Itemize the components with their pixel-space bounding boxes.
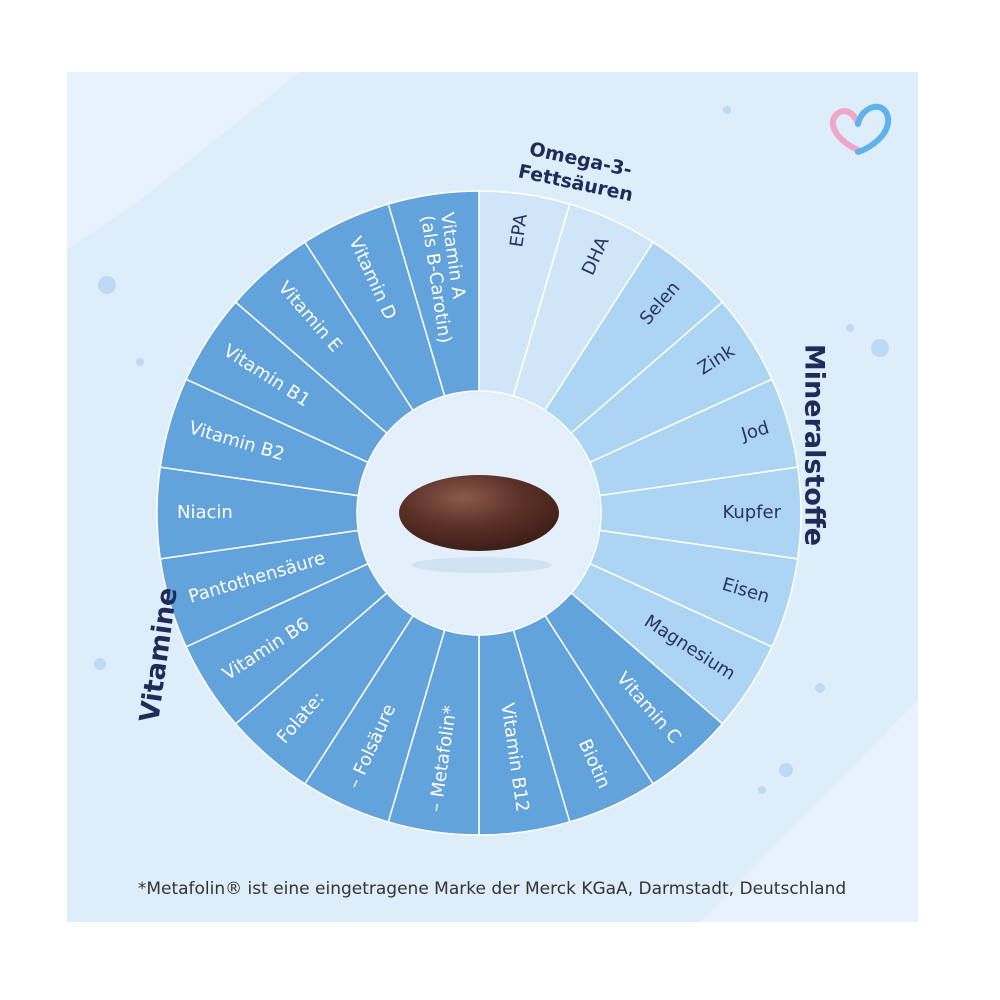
- segment-text: Niacin: [177, 502, 233, 523]
- segment: [387, 190, 480, 397]
- segment-label: Vitamin A(als B-Carotin): [416, 211, 469, 345]
- group-title: Mineralstoffe: [799, 344, 830, 546]
- segment-label: Niacin: [177, 502, 233, 523]
- group-title-text: Mineralstoffe: [799, 344, 830, 546]
- segment-text: Kupfer: [722, 502, 781, 523]
- logo: [829, 103, 892, 155]
- pill: [399, 475, 559, 551]
- wheel: EPADHASelenZinkJodKupferEisenMagnesiumVi…: [134, 138, 830, 836]
- pill-shadow: [412, 557, 552, 573]
- decor: [67, 72, 300, 250]
- segment-label: Kupfer: [722, 502, 781, 523]
- segment-label: EPA: [506, 212, 532, 249]
- decor: [700, 700, 918, 922]
- footnote: *Metafolin® ist eine eingetragene Marke …: [138, 879, 846, 899]
- dots: [94, 106, 889, 794]
- segment-text: EPA: [506, 212, 532, 249]
